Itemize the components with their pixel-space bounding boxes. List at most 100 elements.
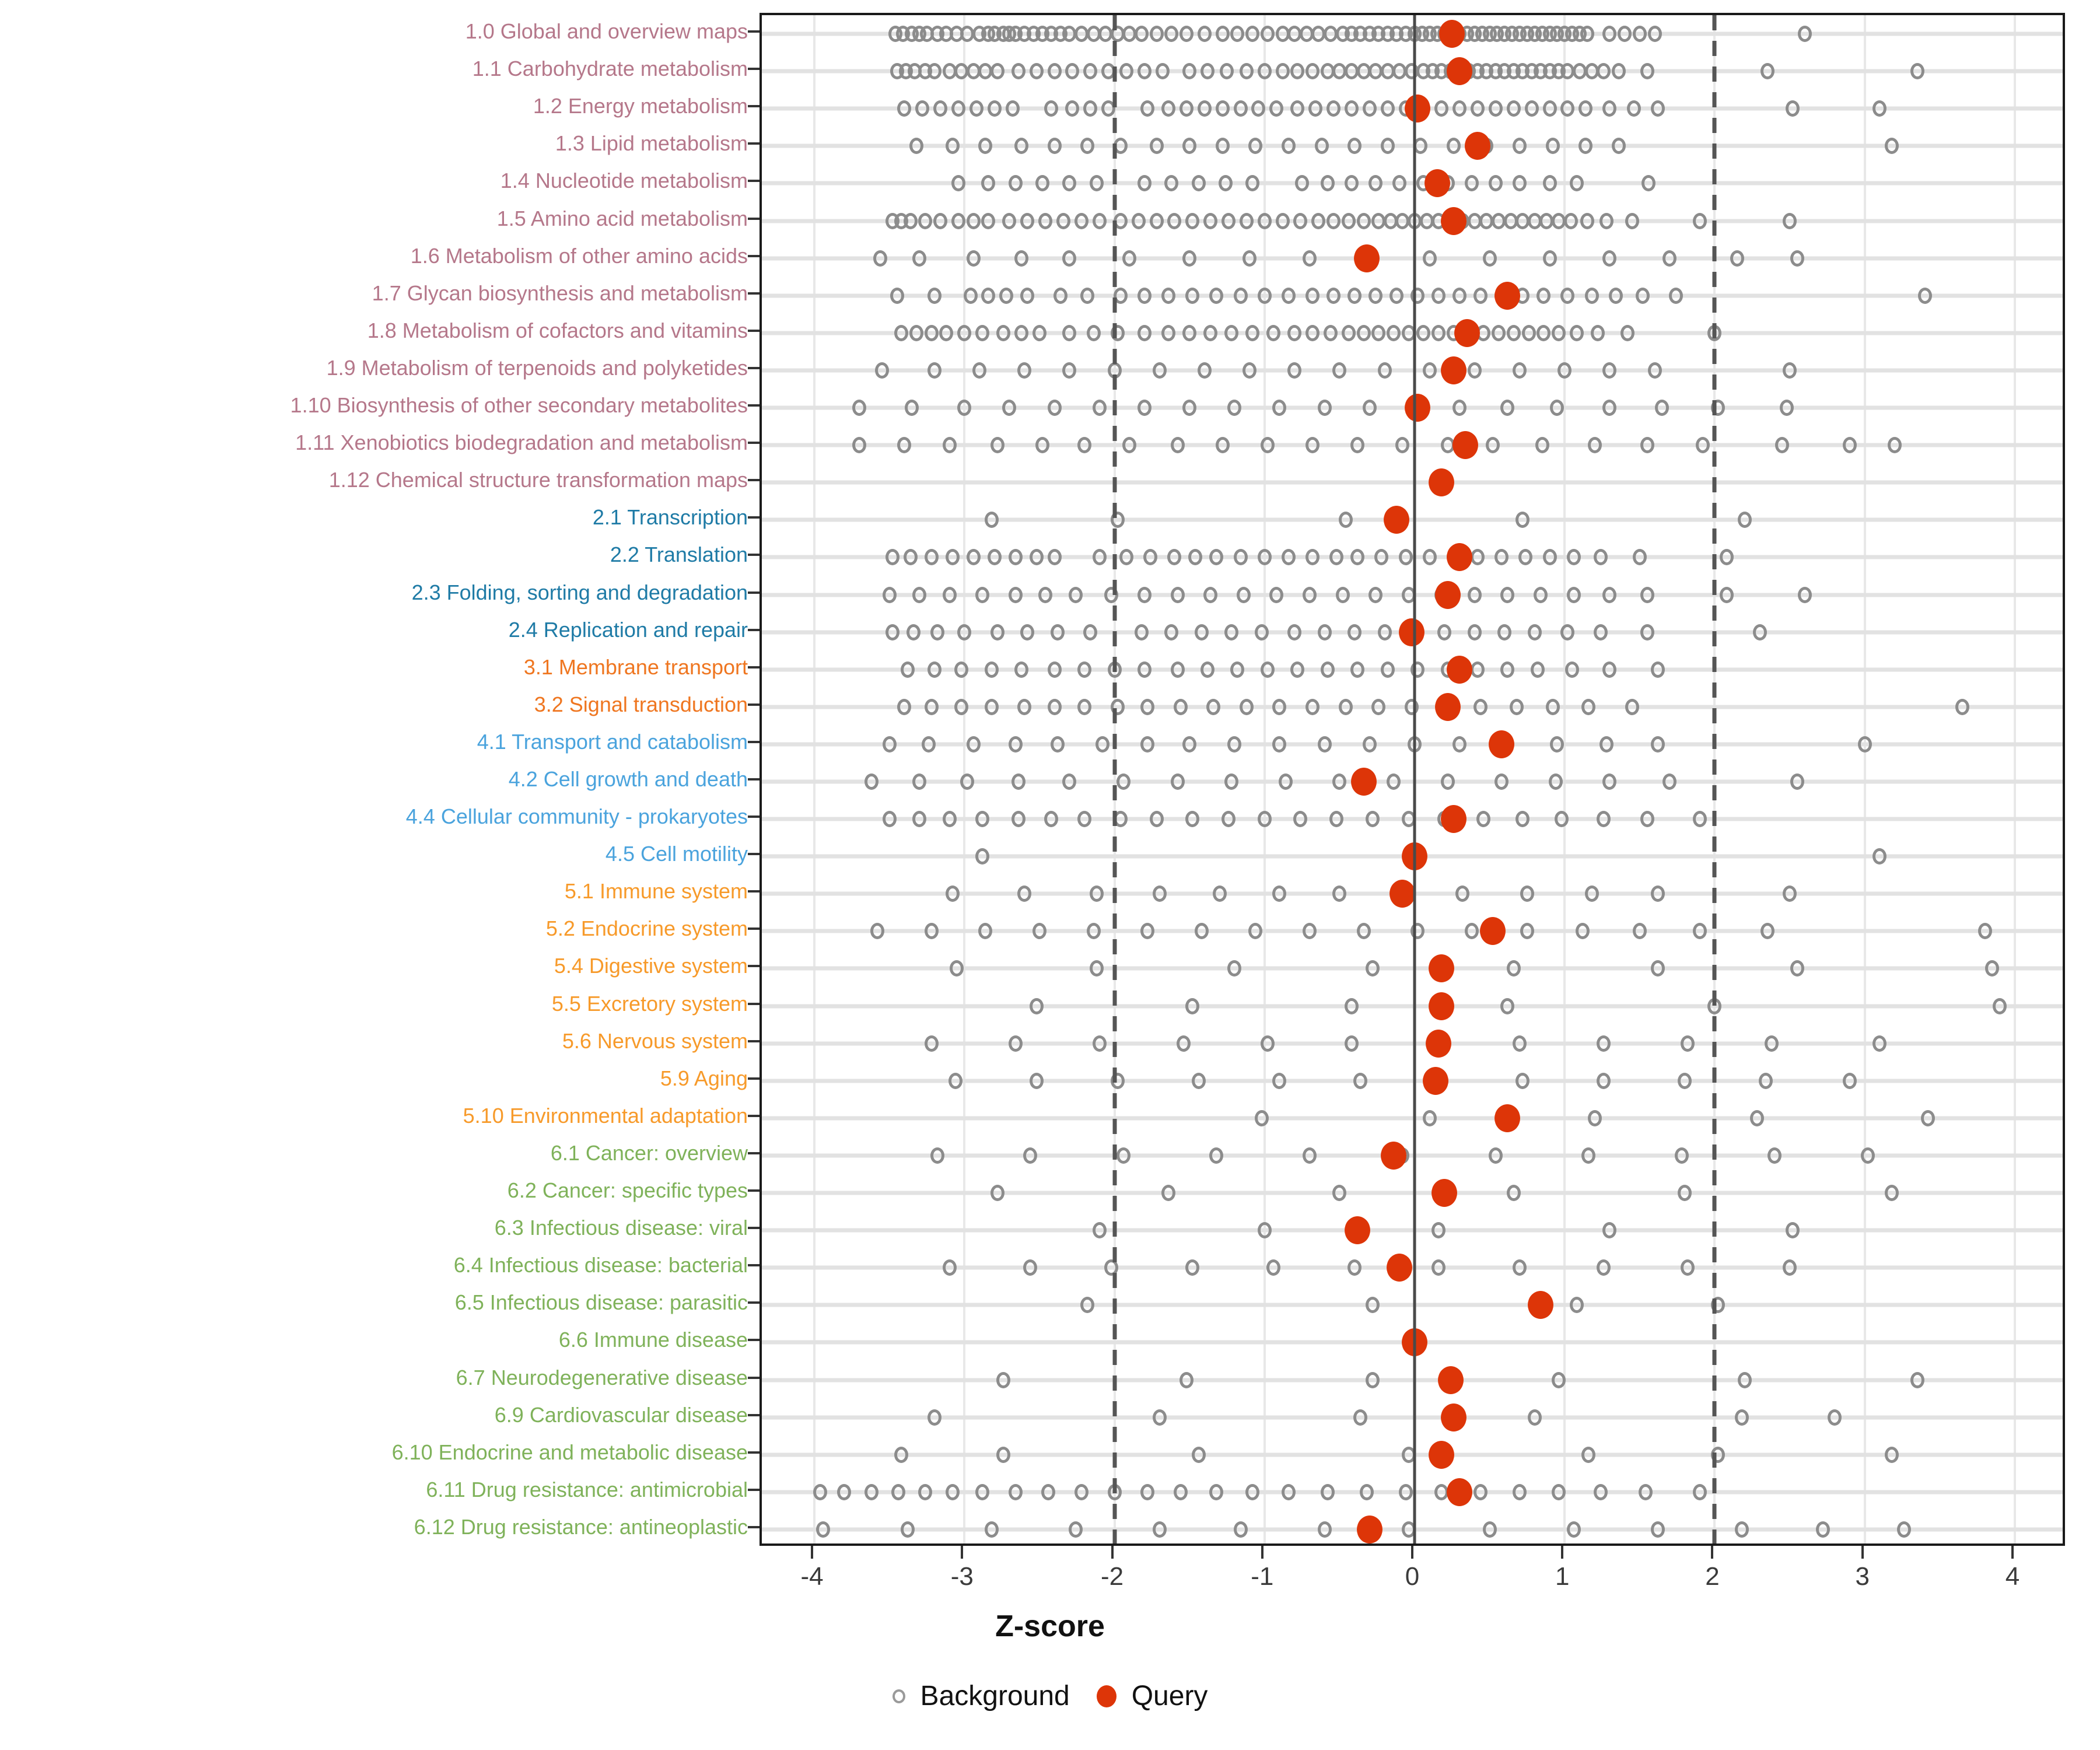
y-axis-tick (748, 516, 760, 519)
y-axis-label: 6.9 Cardiovascular disease (494, 1402, 748, 1427)
background-point (1209, 1483, 1224, 1500)
y-axis-tick (748, 1488, 760, 1491)
background-point (1602, 250, 1617, 267)
background-point (1137, 175, 1152, 192)
background-point (1220, 63, 1234, 80)
background-point (1008, 736, 1023, 752)
background-point (1077, 437, 1092, 454)
background-point (1380, 138, 1395, 155)
background-point (1888, 437, 1902, 454)
background-point (1020, 624, 1035, 640)
background-point (990, 1185, 1005, 1202)
y-axis-label: 1.8 Metabolism of cofactors and vitamins (367, 318, 748, 342)
background-point (1485, 437, 1500, 454)
background-point (1140, 923, 1155, 940)
background-point (1371, 698, 1386, 715)
background-point (918, 212, 933, 229)
row-gridline (762, 966, 2063, 971)
y-axis-label: 1.9 Metabolism of terpenoids and polyket… (326, 355, 748, 380)
query-point (1440, 206, 1466, 235)
background-point (1185, 212, 1200, 229)
background-point (1584, 287, 1599, 304)
x-axis-tick-label: 0 (1405, 1562, 1420, 1591)
background-point (1348, 624, 1362, 640)
background-point (1434, 100, 1449, 117)
background-point (1110, 512, 1125, 528)
x-axis-tick (1111, 1546, 1114, 1559)
y-axis-tick (748, 1114, 760, 1117)
query-point (1447, 57, 1473, 86)
background-point (1260, 661, 1275, 678)
background-point (1092, 400, 1107, 416)
background-point (1471, 100, 1485, 117)
background-point (1222, 212, 1236, 229)
y-axis-label: 6.10 Endocrine and metabolic disease (391, 1440, 748, 1464)
query-marker-icon (1096, 1685, 1116, 1707)
y-axis-label: 3.1 Membrane transport (523, 654, 748, 679)
x-axis-tick (1711, 1546, 1714, 1559)
background-point (1116, 774, 1130, 790)
background-point (1029, 63, 1044, 80)
background-point (1398, 549, 1413, 566)
background-point (1650, 960, 1665, 977)
background-point (1077, 661, 1092, 678)
background-point (1535, 437, 1549, 454)
background-point (1640, 811, 1654, 828)
background-point (1293, 811, 1308, 828)
background-point (1167, 212, 1182, 229)
background-point (1506, 324, 1521, 341)
y-axis-tick (748, 1451, 760, 1454)
background-point (1062, 324, 1077, 341)
y-axis-label: 1.6 Metabolism of other amino acids (410, 243, 748, 268)
y-axis-tick (748, 442, 760, 444)
y-axis-tick (748, 1227, 760, 1230)
background-point (1365, 1297, 1380, 1314)
background-point (1386, 774, 1401, 790)
background-point (1164, 624, 1179, 640)
background-point (1215, 100, 1230, 117)
background-point (930, 1147, 944, 1164)
background-point (1344, 175, 1359, 192)
background-point (981, 175, 996, 192)
background-point (1474, 1483, 1488, 1500)
background-point (1978, 923, 1992, 940)
background-point (978, 138, 993, 155)
background-point (1639, 1483, 1653, 1500)
y-axis-tick (748, 778, 760, 780)
background-point (924, 324, 939, 341)
background-point (1062, 250, 1077, 267)
background-point (1993, 998, 2007, 1014)
background-point (1636, 287, 1650, 304)
background-point (915, 100, 930, 117)
background-point (1597, 1072, 1611, 1089)
query-point (1440, 805, 1466, 834)
background-point (1779, 400, 1794, 416)
background-point (1797, 586, 1812, 603)
background-point (1873, 848, 1887, 865)
y-axis-tick (748, 1525, 760, 1528)
background-point (1828, 1409, 1842, 1426)
background-point (1266, 324, 1281, 341)
background-point (1350, 549, 1365, 566)
background-point (1326, 212, 1341, 229)
background-point (1188, 549, 1203, 566)
y-axis-tick (748, 366, 760, 369)
background-point (1569, 324, 1584, 341)
background-point (1530, 661, 1545, 678)
background-point (1200, 661, 1214, 678)
background-point (1281, 1483, 1296, 1500)
plot-panel (760, 13, 2065, 1546)
query-point (1429, 468, 1455, 497)
background-point (1551, 324, 1566, 341)
background-point (1134, 26, 1149, 43)
background-point (1775, 437, 1790, 454)
background-point (1398, 1483, 1413, 1500)
background-point (957, 324, 972, 341)
background-point (984, 661, 999, 678)
y-axis-tick (748, 105, 760, 108)
background-point (1332, 774, 1347, 790)
background-point (1602, 26, 1617, 43)
query-point (1353, 244, 1380, 272)
background-point (975, 1483, 990, 1500)
background-point (1344, 1035, 1359, 1052)
